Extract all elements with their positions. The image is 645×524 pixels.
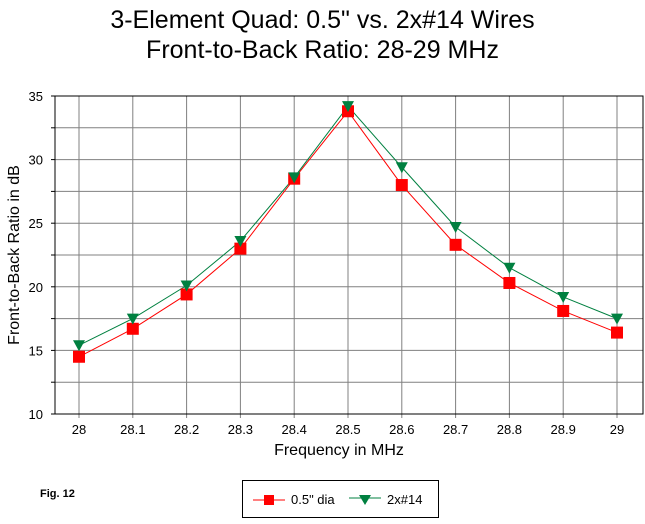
x-axis-label: Frequency in MHz [274, 442, 404, 459]
y-tick-label: 35 [29, 89, 43, 104]
data-point-triangle [557, 291, 570, 303]
data-point-square [180, 288, 193, 301]
data-point-triangle [449, 222, 462, 234]
x-tick-label: 28.7 [443, 422, 468, 437]
legend-label: 0.5" dia [291, 492, 335, 507]
x-tick-label: 28.5 [335, 422, 360, 437]
chart-subtitle: Front-to-Back Ratio: 28-29 MHz [146, 36, 499, 64]
x-tick-label: 28.1 [120, 422, 145, 437]
data-point-square [449, 238, 462, 251]
chart-title: 3-Element Quad: 0.5" vs. 2x#14 Wires [110, 6, 535, 34]
x-tick-label: 28.9 [551, 422, 576, 437]
data-point-square [557, 304, 570, 317]
data-point-triangle [611, 313, 623, 325]
data-point-square [503, 276, 516, 289]
x-tick-label: 28.6 [389, 422, 414, 437]
data-point-triangle [73, 340, 85, 352]
y-tick-label: 20 [29, 280, 43, 295]
data-point-square [73, 350, 85, 363]
x-tick-label: 28.4 [282, 422, 307, 437]
legend-item-0: 0.5" dia [253, 492, 335, 507]
y-tick-label: 25 [29, 216, 43, 231]
data-point-triangle [234, 236, 247, 248]
square-marker-icon [253, 494, 285, 505]
data-point-triangle [180, 280, 193, 292]
x-tick-label: 28 [72, 422, 86, 437]
data-point-triangle [288, 172, 301, 184]
data-point-triangle [503, 262, 516, 274]
x-tick-label: 28.8 [497, 422, 522, 437]
x-tick-label: 28.2 [174, 422, 199, 437]
data-point-triangle [126, 313, 139, 325]
legend-item-1: 2x#14 [349, 492, 422, 507]
plot-border [54, 95, 644, 415]
y-axis-label: Front-to-Back Ratio in dB [6, 165, 23, 345]
legend-label: 2x#14 [387, 492, 423, 507]
triangle-marker-icon [349, 494, 381, 505]
data-point-square [395, 179, 408, 192]
x-tick-label: 28.3 [228, 422, 253, 437]
data-point-square [234, 242, 247, 255]
data-point-triangle [342, 101, 354, 113]
data-point-square [126, 322, 139, 335]
y-tick-label: 15 [29, 343, 43, 358]
legend: 0.5" dia 2x#14 [242, 480, 439, 518]
figure-label: Fig. 12 [40, 488, 75, 500]
x-tick-label: 29 [610, 422, 624, 437]
data-point-triangle [395, 162, 408, 174]
y-tick-label: 30 [29, 153, 43, 168]
data-point-square [611, 326, 623, 339]
y-tick-label: 10 [29, 407, 43, 422]
